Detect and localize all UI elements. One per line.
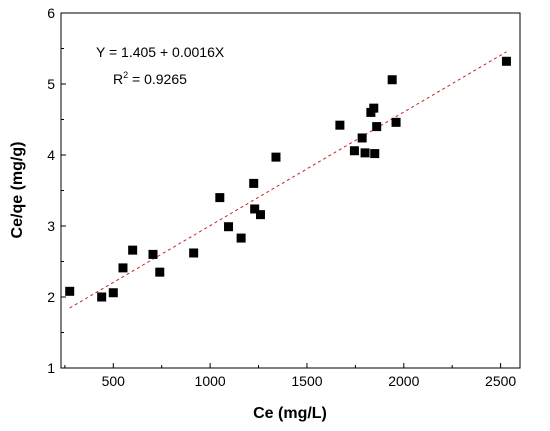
data-point — [148, 249, 158, 259]
data-point — [250, 204, 260, 214]
x-tick-label: 1500 — [291, 373, 322, 389]
data-point — [97, 292, 107, 302]
x-tick-label: 2500 — [485, 373, 516, 389]
data-point — [271, 152, 281, 162]
data-point — [65, 286, 75, 296]
data-point — [349, 146, 359, 156]
fit-line — [69, 51, 507, 309]
data-point — [369, 103, 379, 113]
data-point — [128, 245, 138, 255]
x-tick-label: 2000 — [388, 373, 419, 389]
data-point — [501, 56, 511, 66]
x-axis: 500 1000 1500 2000 2500 — [64, 363, 516, 389]
y-tick-label: 4 — [47, 147, 55, 163]
x-tick-label: 500 — [102, 373, 126, 389]
y-tick-label: 6 — [47, 5, 55, 21]
data-point — [155, 267, 165, 277]
data-points — [65, 56, 511, 302]
data-point — [391, 117, 401, 127]
data-point — [335, 120, 345, 130]
data-point — [357, 133, 367, 143]
r-squared-superscript: 2 — [123, 70, 128, 80]
data-point — [249, 178, 259, 188]
r-squared-annotation: R2 = 0.9265 — [113, 70, 187, 87]
data-point — [370, 149, 380, 159]
data-point — [215, 193, 225, 203]
data-point — [189, 248, 199, 258]
data-point — [387, 75, 397, 85]
data-point — [224, 222, 234, 232]
data-point — [360, 148, 370, 158]
plot-frame — [60, 12, 521, 369]
x-axis-title: Ce (mg/L) — [253, 405, 327, 422]
data-point — [255, 210, 265, 220]
data-point — [372, 122, 382, 132]
r-squared-letter: R — [113, 71, 123, 87]
y-tick-label: 2 — [47, 289, 55, 305]
y-axis: 1 2 3 4 5 6 — [47, 5, 66, 376]
data-point — [236, 233, 246, 243]
equation-annotation: Y = 1.405 + 0.0016X — [96, 44, 225, 60]
x-tick-label: 1000 — [195, 373, 226, 389]
data-point — [108, 288, 118, 298]
y-tick-label: 3 — [47, 218, 55, 234]
y-axis-title: Ce/qe (mg/g) — [9, 142, 26, 239]
y-tick-label: 5 — [47, 76, 55, 92]
r-squared-value: = 0.9265 — [128, 71, 187, 87]
data-point — [118, 263, 128, 273]
y-tick-label: 1 — [47, 360, 55, 376]
